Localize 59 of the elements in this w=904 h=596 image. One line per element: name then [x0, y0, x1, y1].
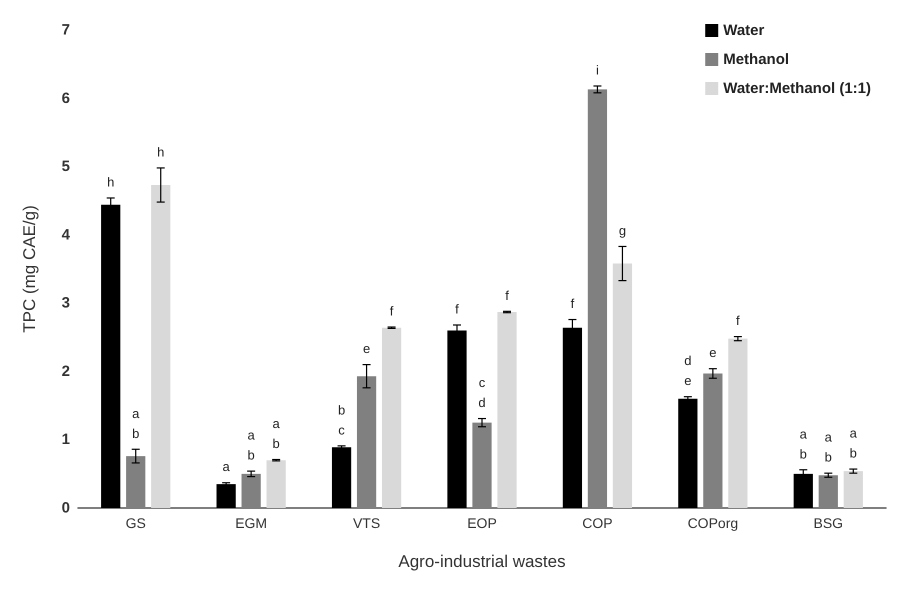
- bar: [242, 474, 261, 508]
- data-label: a b: [248, 428, 256, 463]
- data-label: a b: [850, 426, 858, 461]
- data-label: a: [222, 459, 231, 474]
- data-label: c d: [478, 375, 486, 410]
- data-label: b c: [338, 402, 346, 438]
- data-label: a b: [824, 430, 833, 465]
- data-label: f: [736, 313, 740, 328]
- data-label: f: [455, 301, 460, 316]
- data-label: g: [618, 222, 626, 238]
- y-tick-label: 5: [62, 158, 70, 176]
- data-label: h: [107, 174, 114, 190]
- bar: [266, 460, 286, 508]
- bar: [332, 447, 352, 508]
- x-tick-label: VTS: [352, 515, 380, 531]
- legend-label: Water: [723, 22, 764, 39]
- data-label: e: [709, 345, 716, 360]
- bar: [728, 338, 748, 508]
- data-label: f: [505, 288, 510, 303]
- bar: [678, 398, 698, 508]
- x-tick-label: BSG: [813, 515, 844, 531]
- data-label: f: [570, 296, 575, 312]
- bar: [703, 373, 722, 508]
- bar: [216, 484, 236, 508]
- legend-label: Water:Methanol (1:1): [723, 80, 872, 97]
- y-tick-label: 1: [62, 431, 70, 448]
- y-tick-label: 3: [62, 294, 70, 312]
- bar: [818, 475, 838, 508]
- bar: [356, 376, 376, 508]
- bar: [794, 474, 813, 508]
- x-tick-label: EOP: [467, 515, 497, 531]
- data-label: e: [362, 341, 370, 356]
- bar: [151, 185, 170, 508]
- y-tick-label: 6: [62, 90, 70, 107]
- x-tick-label: GS: [126, 515, 146, 531]
- data-label: a b: [272, 416, 281, 452]
- y-tick-label: 4: [62, 226, 71, 244]
- data-label: f: [390, 304, 394, 319]
- y-tick-label: 2: [62, 362, 70, 380]
- bar: [382, 328, 402, 508]
- data-label: a b: [132, 406, 140, 441]
- bar: [497, 312, 517, 508]
- x-tick-label: EGM: [235, 515, 268, 531]
- x-axis-title: Agro-industrial wastes: [398, 552, 566, 571]
- bar: [588, 89, 608, 508]
- bar: [844, 471, 863, 508]
- y-axis-title: TPC (mg CAE/g): [20, 205, 39, 333]
- data-label: a b: [800, 426, 808, 462]
- bar: [472, 422, 492, 508]
- data-label: i: [596, 62, 599, 78]
- bar: [126, 456, 146, 508]
- data-label: h: [157, 144, 164, 160]
- y-tick-label: 0: [62, 500, 70, 516]
- data-label: d e: [684, 353, 692, 388]
- bar: [612, 264, 632, 508]
- x-tick-label: COPorg: [688, 515, 738, 531]
- legend-label: Methanol: [723, 51, 790, 68]
- x-tick-label: COP: [582, 515, 613, 531]
- y-tick-label: 7: [62, 22, 70, 38]
